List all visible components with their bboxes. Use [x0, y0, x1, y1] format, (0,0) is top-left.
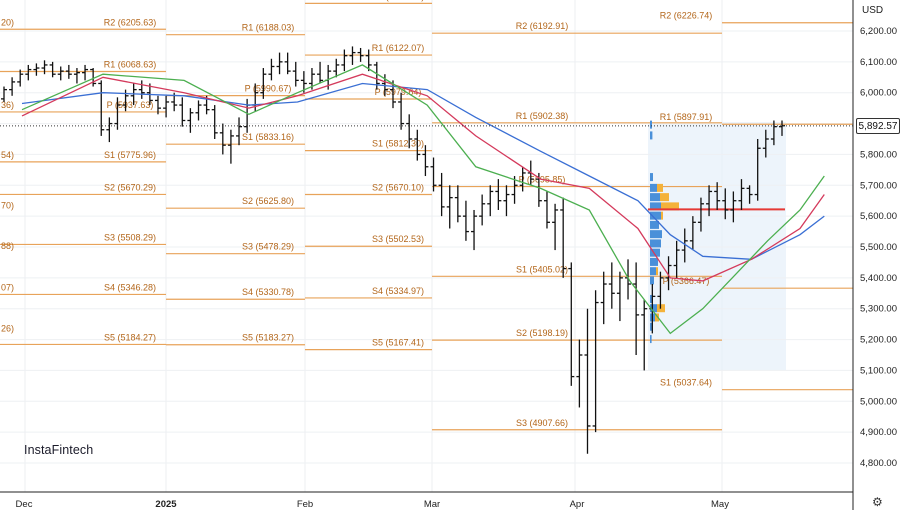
pivot-label: S3 (5502.53) [372, 234, 424, 244]
profile-bar-sell [650, 193, 660, 202]
pivot-label: 36) [1, 100, 14, 110]
y-tick-label: 6,200.00 [860, 26, 897, 37]
volume-profile-area [648, 122, 786, 370]
pivot-label: P (5979.64) [375, 87, 422, 97]
pivot-label: S5 (5184.27) [104, 332, 156, 342]
pivot-label: 26) [1, 323, 14, 333]
pivot-label: R2 (6289.64) [372, 0, 425, 1]
profile-bar-sell [650, 120, 652, 129]
y-tick-label: 5,200.00 [860, 335, 897, 346]
pivot-label: 07) [1, 283, 14, 293]
profile-bar-sell [650, 276, 654, 285]
x-tick-label: Mar [424, 499, 440, 510]
y-tick-label: 5,300.00 [860, 304, 897, 315]
pivot-label: R2 (6192.91) [516, 21, 569, 31]
pivot-label: R1 (6188.03) [242, 23, 295, 33]
profile-bar-buy [656, 267, 658, 276]
x-tick-label: Feb [297, 499, 313, 510]
pivot-label: S1 (5812.30) [372, 139, 424, 149]
pivot-label: S3 (5478.29) [242, 242, 294, 252]
profile-bar-sell [650, 220, 659, 229]
y-tick-label: 5,000.00 [860, 396, 897, 407]
pivot-label: P (5937.63) [107, 100, 154, 110]
pivot-label: S4 (5330.78) [242, 287, 294, 297]
x-tick-label: 2025 [155, 499, 177, 510]
pivot-label: R1 (6068.63) [104, 60, 157, 70]
gear-icon[interactable]: ⚙ [872, 495, 883, 509]
pivot-label: 70) [1, 200, 14, 210]
pivot-label: R2 (6226.74) [660, 11, 713, 21]
pivot-label: S1 (5037.64) [660, 378, 712, 388]
pivot-label: S4 (5346.28) [104, 282, 156, 292]
pivot-label: 54) [1, 150, 14, 160]
x-tick-label: Dec [16, 499, 33, 510]
profile-bar-sell [650, 211, 661, 220]
pivot-label: S2 (5670.29) [104, 182, 156, 192]
pivot-label: 20) [1, 17, 14, 27]
pivot-label: 88) [1, 241, 14, 251]
profile-bar-buy [661, 202, 679, 211]
y-tick-label: 4,800.00 [860, 458, 897, 469]
y-tick-label: 5,800.00 [860, 149, 897, 160]
profile-bar-sell [650, 239, 661, 248]
y-tick-label: 6,100.00 [860, 57, 897, 68]
current-price-tag: 5,892.57 [856, 118, 900, 134]
profile-bar-buy [660, 193, 669, 202]
pivot-label: P (5366.47) [663, 276, 710, 286]
pivot-label: S2 (5670.10) [372, 183, 424, 193]
pivot-label: P (5990.67) [245, 84, 292, 94]
profile-bar-sell [650, 257, 658, 266]
pivot-label: S4 (5334.97) [372, 286, 424, 296]
profile-bar-sell [650, 230, 662, 239]
pivot-label: S3 (5508.29) [104, 232, 156, 242]
y-tick-label: 5,100.00 [860, 365, 897, 376]
profile-bar-sell [650, 294, 653, 303]
currency-label[interactable]: USD [862, 5, 884, 16]
pivot-label: S2 (5625.80) [242, 196, 294, 206]
profile-bar-sell [650, 183, 657, 192]
pivot-label: R1 (5897.91) [660, 112, 713, 122]
y-tick-label: 5,500.00 [860, 242, 897, 253]
pivot-label: R1 (5902.38) [516, 111, 569, 121]
profile-bar-buy [657, 183, 663, 192]
y-tick-label: 5,600.00 [860, 211, 897, 222]
x-tick-label: May [711, 499, 729, 510]
profile-bar-sell [650, 322, 652, 331]
profile-bar-sell [650, 267, 656, 276]
pivot-label: R1 (6122.07) [372, 43, 425, 53]
pivot-label: S5 (5183.27) [242, 333, 294, 343]
pivot-label: S1 (5775.96) [104, 150, 156, 160]
y-tick-label: 5,400.00 [860, 273, 897, 284]
y-tick-label: 6,000.00 [860, 88, 897, 99]
x-tick-label: Apr [570, 499, 585, 510]
profile-bar-sell [650, 202, 661, 211]
profile-bar-sell [650, 248, 660, 257]
profile-bar-buy [655, 313, 659, 322]
profile-bar-sell [650, 304, 657, 313]
profile-bar-sell [650, 173, 653, 182]
profile-bar-sell [650, 335, 652, 344]
pivot-label: R2 (6205.63) [104, 17, 157, 27]
pivot-label: S5 (5167.41) [372, 338, 424, 348]
pivot-label: S1 (5833.16) [242, 132, 294, 142]
pivot-label: S2 (5198.19) [516, 328, 568, 338]
y-tick-label: 5,700.00 [860, 180, 897, 191]
pivot-label: S1 (5405.02) [516, 264, 568, 274]
brand-watermark: InstaFintech [24, 443, 94, 457]
y-tick-label: 4,900.00 [860, 427, 897, 438]
pivot-label: S3 (4907.66) [516, 418, 568, 428]
sma-fast-line [21, 64, 825, 335]
profile-bar-buy [661, 211, 663, 220]
profile-bar-sell [650, 131, 653, 140]
sma-mid-line [21, 73, 825, 282]
